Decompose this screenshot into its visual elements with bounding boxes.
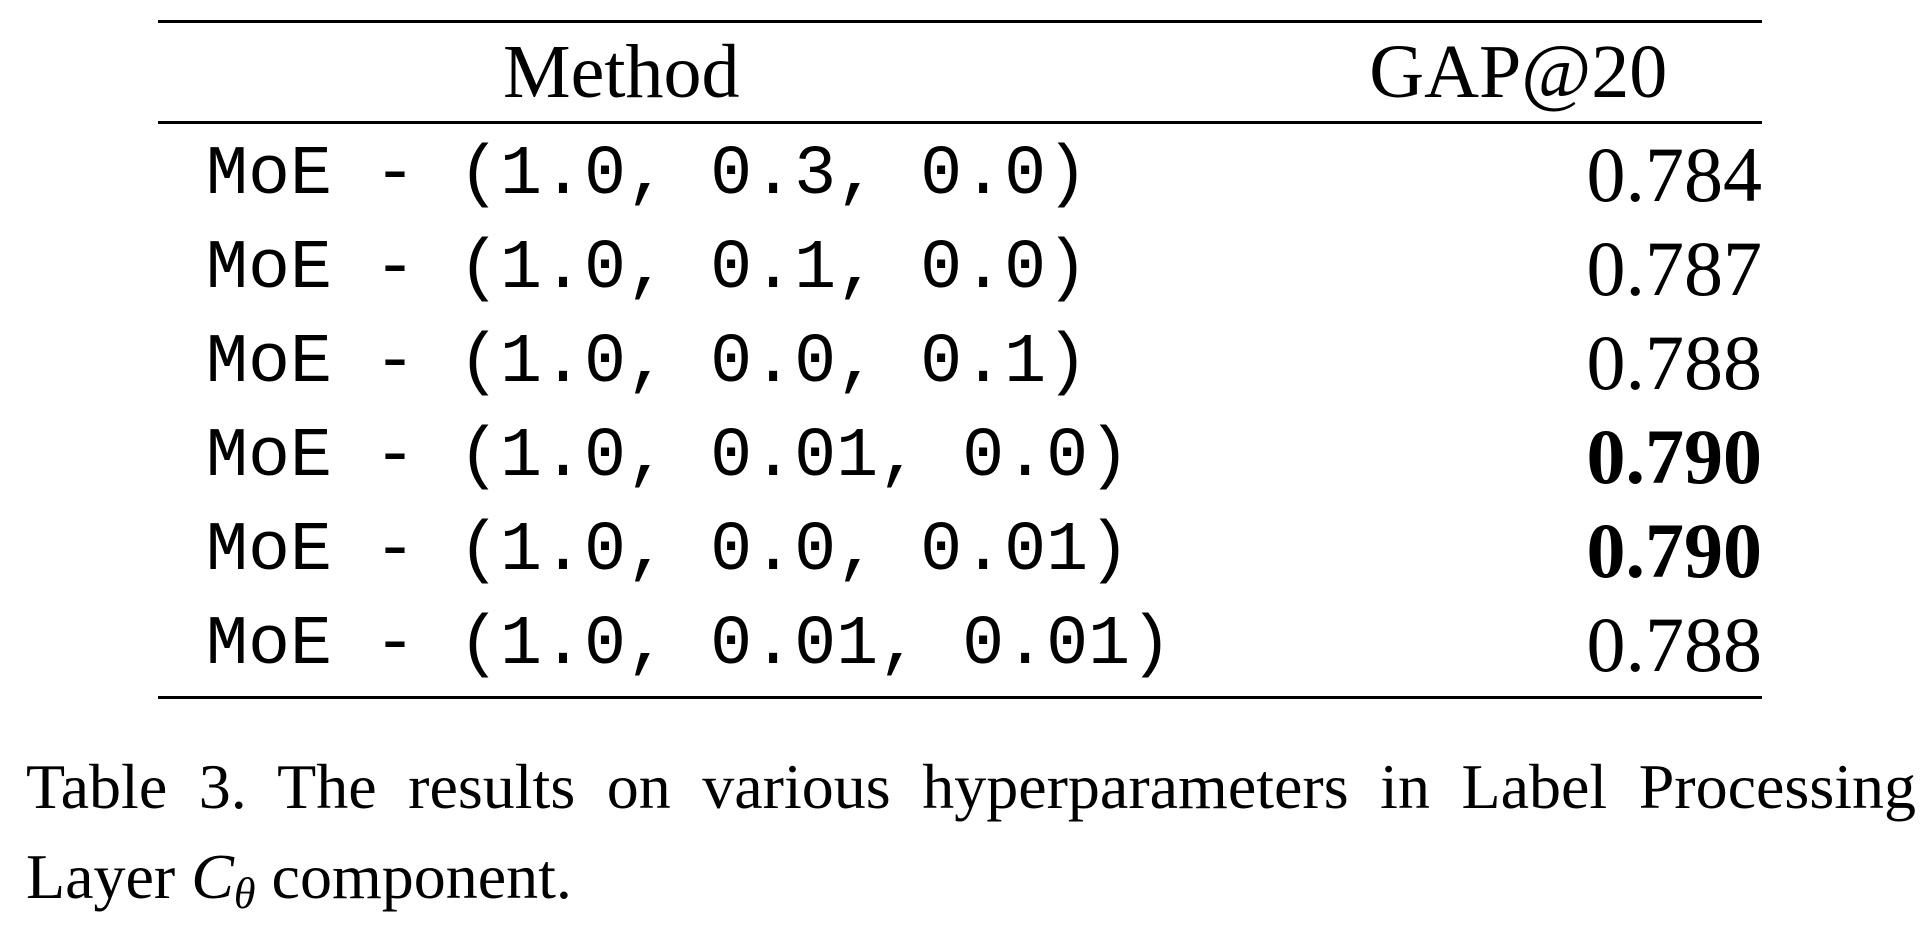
cell-gap20: 0.790 [1586, 507, 1763, 594]
cell-gap20: 0.790 [1586, 413, 1763, 500]
table-row: MoE - (1.0, 0.1, 0.0) 0.787 [158, 222, 1762, 316]
cell-gap20: 0.788 [1586, 319, 1763, 406]
caption-suffix: component. [255, 841, 572, 912]
results-table: Method GAP@20 MoE - (1.0, 0.3, 0.0) 0.78… [158, 20, 1762, 699]
cell-method: MoE - (1.0, 0.01, 0.0) [206, 417, 1131, 497]
cell-method: MoE - (1.0, 0.0, 0.01) [206, 511, 1131, 591]
table-row: MoE - (1.0, 0.0, 0.01) 0.790 [158, 504, 1762, 598]
results-table-container: Method GAP@20 MoE - (1.0, 0.3, 0.0) 0.78… [158, 20, 1762, 699]
table-row: MoE - (1.0, 0.0, 0.1) 0.788 [158, 316, 1762, 410]
cell-method: MoE - (1.0, 0.1, 0.0) [206, 229, 1089, 309]
cell-method: MoE - (1.0, 0.3, 0.0) [206, 135, 1089, 215]
caption-text: Table 3. The results on various hyperpar… [26, 751, 1916, 912]
cell-method: MoE - (1.0, 0.0, 0.1) [206, 323, 1089, 403]
cell-gap20: 0.784 [1586, 131, 1763, 218]
table-header: Method GAP@20 [158, 22, 1762, 123]
table-row: MoE - (1.0, 0.01, 0.0) 0.790 [158, 410, 1762, 504]
table-row: MoE - (1.0, 0.01, 0.01) 0.788 [158, 598, 1762, 698]
header-row: Method GAP@20 [158, 22, 1762, 123]
table-body: MoE - (1.0, 0.3, 0.0) 0.784 MoE - (1.0, … [158, 123, 1762, 698]
cell-gap20: 0.787 [1586, 225, 1763, 312]
header-gap20: GAP@20 [1369, 29, 1668, 114]
table-row: MoE - (1.0, 0.3, 0.0) 0.784 [158, 123, 1762, 223]
table-caption: Table 3. The results on various hyperpar… [26, 742, 1916, 939]
cell-gap20: 0.788 [1586, 601, 1763, 688]
header-method: Method [503, 29, 740, 114]
caption-symbol: C [191, 841, 234, 912]
cell-method: MoE - (1.0, 0.01, 0.01) [206, 605, 1173, 685]
caption-symbol-subscript: θ [233, 869, 256, 918]
